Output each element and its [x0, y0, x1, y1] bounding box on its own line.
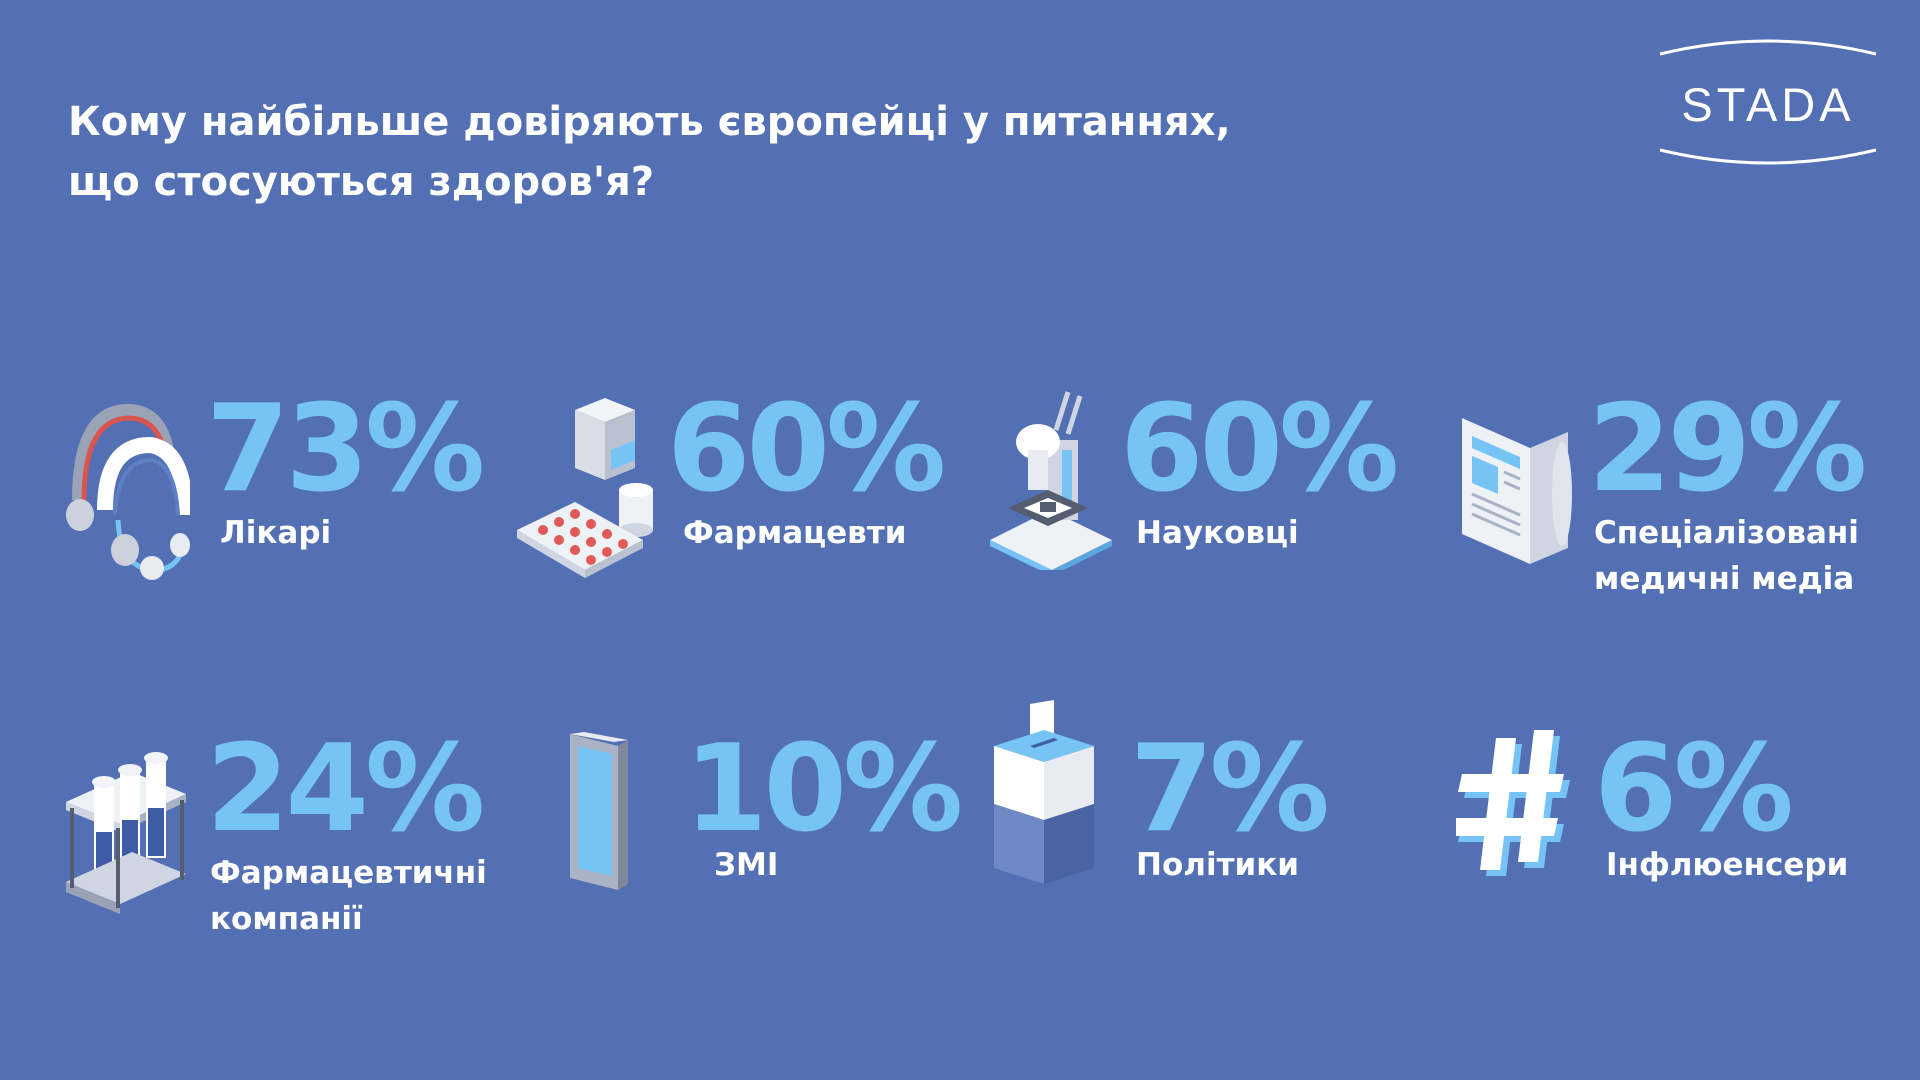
- stat-percent: 6%: [1594, 720, 1794, 859]
- stat-percent: 60%: [1120, 380, 1399, 519]
- stat-label: Інфлюенсери: [1606, 847, 1849, 883]
- stat-label: Лікарі: [220, 515, 332, 551]
- stat-percent: 60%: [667, 380, 946, 519]
- stat-percent: 24%: [206, 720, 485, 859]
- hashtag-icon: [1456, 730, 1570, 876]
- logo-text: STADA: [1681, 78, 1855, 131]
- page-title: Кому найбільше довіряють європейці у пит…: [68, 92, 1231, 212]
- smartphone-icon: [570, 732, 628, 890]
- stat-label: Спеціалізовані медичні медіа: [1594, 515, 1859, 597]
- stat-label: Фармацевтичні компанії: [210, 855, 487, 937]
- logo-swoosh-icon: [1659, 39, 1877, 165]
- newspaper-icon: [1462, 418, 1572, 564]
- microscope-icon: [990, 391, 1112, 570]
- title-line-1: Кому найбільше довіряють європейці у пит…: [68, 99, 1231, 145]
- stat-percent: 7%: [1130, 720, 1330, 859]
- stat-label: ЗМІ: [714, 847, 779, 883]
- stada-logo: STADA: [1652, 34, 1884, 170]
- stat-label: Науковці: [1136, 515, 1299, 551]
- stat-percent: 10%: [684, 720, 963, 859]
- test-tubes-icon: [66, 752, 186, 914]
- stat-percent: 29%: [1588, 380, 1867, 519]
- headphones-icon: [66, 403, 190, 580]
- pills-box-icon: [517, 398, 653, 578]
- stat-label: Фармацевти: [683, 515, 907, 551]
- stat-label: Політики: [1136, 847, 1300, 883]
- stat-percent: 73%: [206, 380, 485, 519]
- title-line-2: що стосуються здоров'я?: [68, 159, 655, 205]
- ballot-box-icon: [994, 700, 1094, 884]
